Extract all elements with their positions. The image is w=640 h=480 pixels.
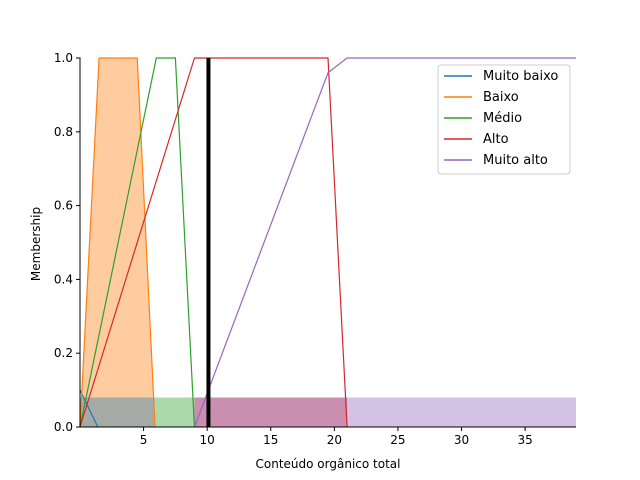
legend-label-baixo: Baixo <box>483 90 519 105</box>
x-tick-label: 10 <box>200 433 215 447</box>
x-tick-label: 30 <box>454 433 469 447</box>
fill-muito-baixo <box>80 397 156 427</box>
axes <box>79 57 576 428</box>
y-axis-label: Membership <box>29 207 43 281</box>
legend-box <box>437 64 571 175</box>
series-line-baixo <box>79 57 156 428</box>
x-tick-label: 15 <box>263 433 278 447</box>
legend-label-alto: Alto <box>483 132 509 147</box>
y-tick-label: 0.6 <box>54 199 73 213</box>
fill-alto <box>194 397 348 427</box>
x-axis-label: Conteúdo orgânico total <box>256 457 401 471</box>
x-tick-label: 20 <box>327 433 342 447</box>
series-lines <box>79 57 576 428</box>
x-tick-label: 5 <box>140 433 148 447</box>
y-tick-label: 0.2 <box>54 346 73 360</box>
y-ticks: 0.0 0.2 0.4 0.6 0.8 1.0 <box>54 51 80 434</box>
y-tick-label: 1.0 <box>54 51 73 65</box>
y-tick-label: 0.0 <box>54 420 73 434</box>
legend-label-muito-baixo: Muito baixo <box>483 69 558 84</box>
y-tick-label: 0.8 <box>54 125 73 139</box>
x-tick-label: 35 <box>517 433 532 447</box>
series-line-muito-alto <box>193 57 576 428</box>
fill-muito-alto <box>194 397 576 427</box>
fill-medio <box>155 397 195 427</box>
x-tick-label: 25 <box>390 433 405 447</box>
series-line-alto <box>79 57 348 428</box>
legend-label-muito-alto: Muito alto <box>483 153 548 168</box>
series-line-medio <box>79 57 196 428</box>
x-ticks: 5 10 15 20 25 30 35 <box>140 427 533 447</box>
legend-label-medio: Médio <box>483 111 522 126</box>
legend: Muito baixo Baixo Médio Alto Muito alto <box>437 64 571 175</box>
series-line-muito-baixo <box>79 389 99 428</box>
y-tick-label: 0.4 <box>54 272 73 286</box>
